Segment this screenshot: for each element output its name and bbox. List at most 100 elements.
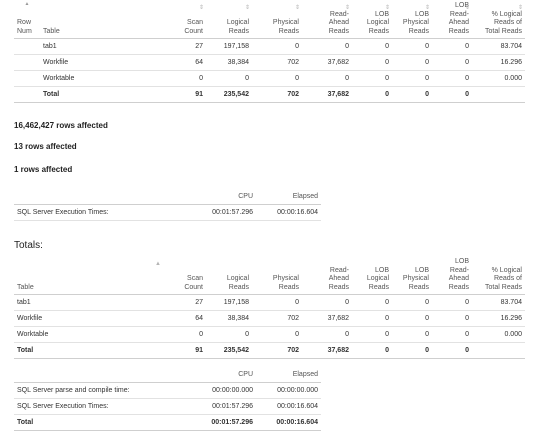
col-header-label-line: Reads of xyxy=(493,275,522,282)
col-header-label-line: Total Reads xyxy=(485,283,522,291)
total-label: Total xyxy=(14,342,150,359)
total-elapsed-time: 00:00:16.604 xyxy=(256,414,321,431)
table-row: Workfile 64 38,384 702 37,682 0 0 0 16.2… xyxy=(14,310,525,327)
total-scan-count: 91 xyxy=(150,86,206,103)
read-ahead-reads-cell: 0 xyxy=(302,294,352,311)
col-header-pct-logical-reads[interactable]: ⇕% Logical Reads of Total Reads xyxy=(472,2,525,39)
col-header-pct-logical-reads[interactable]: % Logical Reads of Total Reads xyxy=(472,258,525,295)
col-header-label-line: Reads xyxy=(448,27,469,35)
table-row: SQL Server Execution Times: 00:01:57.296… xyxy=(14,398,321,415)
col-header-physical-reads[interactable]: Physical Reads xyxy=(252,258,302,295)
total-pct-logical-reads xyxy=(472,86,525,103)
total-lob-logical-reads: 0 xyxy=(352,86,392,103)
total-lob-logical-reads: 0 xyxy=(352,342,392,359)
col-header-label-line: LOB xyxy=(374,10,389,18)
col-header-label-line: Physical xyxy=(272,275,299,282)
col-header-label-line: Physical xyxy=(272,19,299,26)
cpu-time-cell: 00:00:00.000 xyxy=(174,382,256,399)
col-header-table[interactable]: Table xyxy=(40,2,150,39)
col-header-lob-logical-reads[interactable]: ⇕ LOB Logical Reads xyxy=(352,2,392,39)
col-header-cpu[interactable]: CPU xyxy=(174,371,256,383)
col-header-label-line: Table xyxy=(17,283,34,291)
physical-reads-cell: 702 xyxy=(252,54,302,71)
col-header-label-line: Read- xyxy=(329,266,349,274)
col-header-lob-logical-reads[interactable]: LOB Logical Reads xyxy=(352,258,392,295)
table-total-row: Total 91 235,542 702 37,682 0 0 0 xyxy=(14,86,525,103)
col-header-elapsed[interactable]: Elapsed xyxy=(256,193,321,205)
col-header-lob-read-ahead-reads[interactable]: ⇕ LOB Read- Ahead Reads xyxy=(432,2,472,39)
row-num-cell xyxy=(14,54,40,71)
col-header-label-line: Table xyxy=(43,27,60,35)
read-ahead-reads-cell: 0 xyxy=(302,326,352,343)
total-logical-reads: 235,542 xyxy=(206,342,252,359)
col-header-label xyxy=(14,193,174,205)
scan-count-cell: 64 xyxy=(150,310,206,327)
col-header-label-line: Reads xyxy=(408,27,429,35)
row-num-cell xyxy=(14,38,40,55)
col-header-table[interactable]: ▲ Table xyxy=(14,258,161,295)
col-header-label-line: Physical xyxy=(402,275,429,282)
col-header-physical-reads[interactable]: ⇕ Physical Reads xyxy=(252,2,302,39)
col-header-lob-physical-reads[interactable]: LOB Physical Reads xyxy=(392,258,432,295)
time-label-cell: SQL Server parse and compile time: xyxy=(14,382,174,399)
col-header-scan-count[interactable]: Scan Count xyxy=(150,258,206,295)
total-pct-logical-reads xyxy=(472,342,525,359)
col-header-label-line: Reads xyxy=(228,27,249,35)
table-name-cell: Workfile xyxy=(14,310,150,327)
col-header-label-line: Logical xyxy=(366,275,389,282)
col-header-label-line: Reads xyxy=(278,283,299,291)
table-name-cell: Workfile xyxy=(40,54,150,71)
time-label-cell: SQL Server Execution Times: xyxy=(14,398,174,415)
total-label: Total xyxy=(14,414,174,431)
col-header-label-line: Count xyxy=(184,283,203,291)
col-header-label-line: Reads xyxy=(228,283,249,291)
col-header-cpu[interactable]: CPU xyxy=(174,193,256,205)
sort-arrows-icon: ⇕ xyxy=(244,5,250,11)
table-header-row: CPU Elapsed xyxy=(14,193,321,205)
scan-count-cell: 0 xyxy=(150,70,206,87)
col-header-read-ahead-reads[interactable]: ⇕ Read- Ahead Reads xyxy=(302,2,352,39)
rows-affected-message: 1 rows affected xyxy=(14,165,73,174)
col-header-label-line: Ahead xyxy=(448,19,469,26)
physical-reads-cell: 0 xyxy=(252,294,302,311)
lob-read-ahead-reads-cell: 0 xyxy=(432,310,472,327)
total-read-ahead-reads: 37,682 xyxy=(302,342,352,359)
col-header-label-line: Reads of xyxy=(493,19,522,26)
lob-read-ahead-reads-cell: 0 xyxy=(432,326,472,343)
table-header-row: ▲ Row Num Table ⇕ Scan Count ⇕ Logical Reads ⇕… xyxy=(14,1,525,39)
sort-arrows-icon: ⇕ xyxy=(198,5,204,11)
col-header-row-num[interactable]: ▲ Row Num xyxy=(14,1,40,39)
col-header-label-line: Reads xyxy=(408,283,429,291)
row-num-cell xyxy=(14,86,40,103)
table-total-row: Total 00:01:57.296 00:00:16.604 xyxy=(14,414,321,431)
table-row: SQL Server Execution Times: 00:01:57.296… xyxy=(14,204,321,221)
col-header-label-line: Total Reads xyxy=(485,27,522,35)
col-header-logical-reads[interactable]: ⇕ Logical Reads xyxy=(206,2,252,39)
col-header-label-line: LOB xyxy=(454,2,469,9)
lob-logical-reads-cell: 0 xyxy=(352,38,392,55)
col-header-lob-read-ahead-reads[interactable]: LOB Read- Ahead Reads xyxy=(432,258,472,295)
total-scan-count: 91 xyxy=(150,342,206,359)
col-header-read-ahead-reads[interactable]: Read- Ahead Reads xyxy=(302,258,352,295)
totals-heading: Totals: xyxy=(14,240,43,251)
col-header-elapsed[interactable]: Elapsed xyxy=(256,371,321,383)
col-header-label xyxy=(14,371,174,383)
sort-arrows-icon: ⇕ xyxy=(424,5,430,11)
col-header-scan-count[interactable]: ⇕ Scan Count xyxy=(150,2,206,39)
statistics-io-table: ▲ Row Num Table ⇕ Scan Count ⇕ Logical Reads ⇕… xyxy=(14,1,525,103)
scan-count-cell: 64 xyxy=(150,54,206,71)
table-row: Worktable 0 0 0 0 0 0 0 0.000 xyxy=(14,326,525,343)
col-header-label-line: Reads xyxy=(328,27,349,35)
cpu-time-cell: 00:01:57.296 xyxy=(174,204,256,221)
col-header-lob-physical-reads[interactable]: ⇕ LOB Physical Reads xyxy=(392,2,432,39)
col-header-label-line: % Logical xyxy=(491,266,522,274)
total-lob-physical-reads: 0 xyxy=(392,342,432,359)
physical-reads-cell: 0 xyxy=(252,70,302,87)
total-cpu-time: 00:01:57.296 xyxy=(174,414,256,431)
lob-physical-reads-cell: 0 xyxy=(392,310,432,327)
totals-statistics-io-table: ▲ Table Scan Count Logical Reads Physical Re… xyxy=(14,258,525,359)
col-header-label-line: Physical xyxy=(402,19,429,26)
col-header-logical-reads[interactable]: Logical Reads xyxy=(206,258,252,295)
physical-reads-cell: 0 xyxy=(252,326,302,343)
elapsed-time-cell: 00:00:00.000 xyxy=(256,382,321,399)
